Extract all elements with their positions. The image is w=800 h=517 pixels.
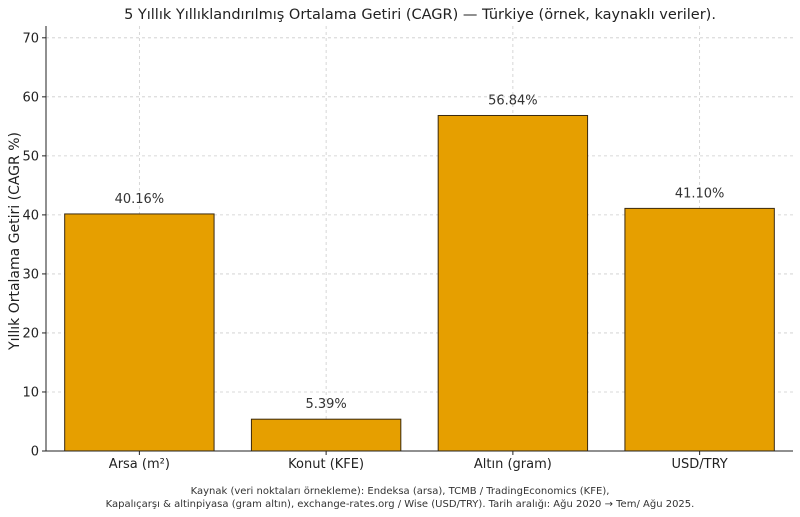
value-label: 41.10% — [675, 186, 725, 201]
value-label: 5.39% — [305, 397, 346, 412]
source-line-2: Kapalıçarşı & altinpiyasa (gram altın), … — [105, 499, 695, 510]
y-tick-label: 40 — [22, 208, 39, 223]
y-tick-label: 60 — [22, 90, 39, 105]
y-tick-label: 20 — [22, 326, 39, 341]
y-tick-label: 10 — [22, 385, 39, 400]
axes: 0 10 20 30 40 50 60 70 Arsa (m²) Konut (KFE) Altın… — [22, 26, 793, 472]
value-label: 40.16% — [115, 192, 165, 207]
x-tick-label: Altın (gram) — [474, 457, 552, 472]
y-tick-label: 0 — [31, 445, 39, 460]
data-labels: 40.16% 5.39% 56.84% 41.10% — [115, 93, 725, 412]
y-axis-label: Yıllık Ortalama Getiri (CAGR %) — [7, 132, 23, 351]
bar — [250, 418, 402, 452]
x-tick-label: USD/TRY — [672, 457, 728, 472]
y-tick-label: 50 — [22, 149, 39, 164]
x-tick-label: Arsa (m²) — [109, 457, 170, 472]
bar — [624, 207, 775, 452]
bar — [64, 213, 215, 452]
chart-title: 5 Yıllık Yıllıklandırılmış Ortalama Geti… — [124, 7, 716, 23]
source-line-1: Kaynak (veri noktaları örnekleme): Endek… — [190, 486, 610, 497]
y-tick-label: 70 — [22, 31, 39, 46]
y-tick-label: 30 — [22, 267, 39, 282]
bar — [437, 114, 589, 452]
value-label: 56.84% — [488, 93, 538, 108]
x-tick-label: Konut (KFE) — [288, 457, 364, 472]
bars — [64, 114, 775, 452]
